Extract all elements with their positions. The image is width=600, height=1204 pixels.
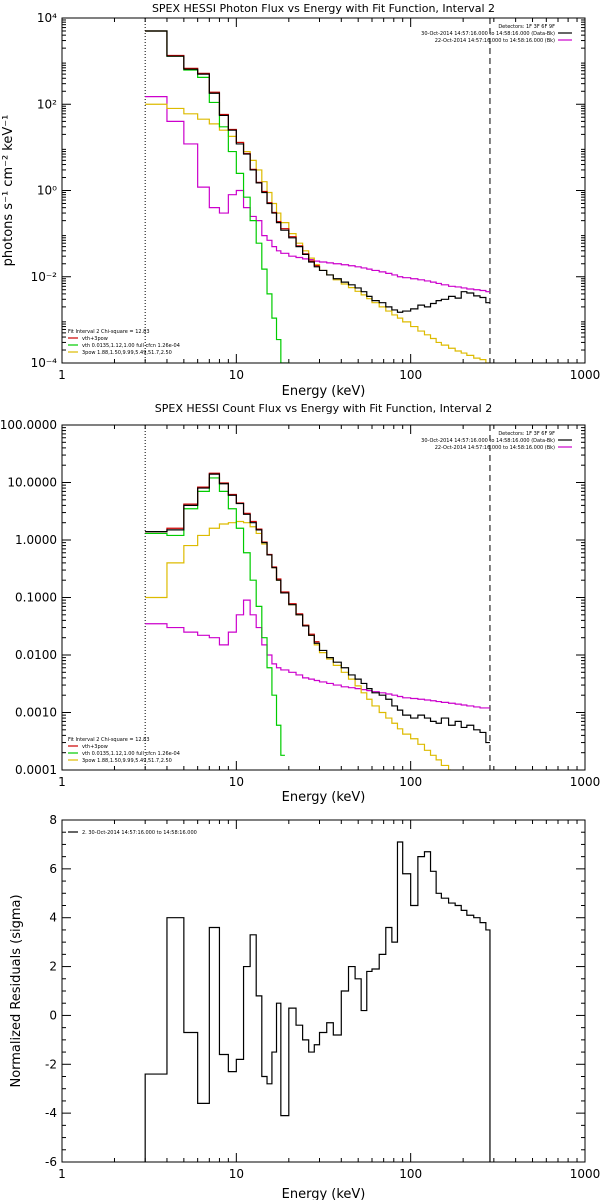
- y-tick-label: 4: [49, 911, 57, 925]
- series-3pow-line: [145, 520, 451, 770]
- y-tick-label: 8: [49, 813, 57, 827]
- series-bk-line: [145, 96, 490, 293]
- top-legend-text: 22-Oct-2014 14:57:16.000 to 14:58:16.000…: [435, 445, 555, 451]
- y-tick-label: 10⁻²: [31, 270, 58, 284]
- residuals-panel: 1 10 100 1000 -6 -4 -2 0 2 4 6 8 Energy (keV) Normali…: [9, 813, 600, 1202]
- series-residuals-line: [144, 841, 491, 1162]
- plot-frame: [61, 17, 586, 364]
- series-data-bk-line: [145, 473, 490, 744]
- plot-frame: [61, 819, 586, 1163]
- y-tick-label: 10⁻⁴: [31, 356, 58, 370]
- fit-legend-text: 3pow 1.88,1.50,9.99,5.49,51.7,2.50: [82, 350, 172, 356]
- y-tick-label: -6: [45, 1155, 57, 1169]
- fit-legend-text: Fit Interval 2 Chi-square = 12.83: [68, 737, 150, 743]
- y-tick-label: 2: [49, 960, 57, 974]
- x-tick-label: 1: [58, 368, 66, 382]
- y-tick-label: 6: [49, 862, 57, 876]
- y-tick-label: 0.0010: [15, 706, 57, 720]
- plot-area: [144, 841, 491, 1162]
- fit-legend-text: vth 0.0135,1.12,1.00 full cfcn 1.26e-04: [82, 751, 180, 757]
- series-bk-line: [145, 599, 490, 709]
- plot-area: [145, 472, 490, 770]
- y-tick-label: -4: [45, 1106, 57, 1120]
- chart-title: SPEX HESSI Count Flux vs Energy with Fit…: [155, 402, 492, 415]
- y-tick-label: 0.1000: [15, 591, 57, 605]
- x-axis-label: Energy (keV): [282, 384, 366, 399]
- y-tick-label: 0: [49, 1008, 57, 1022]
- series-3pow-line: [145, 103, 490, 363]
- top-legend-text: 30-Oct-2014 14:57:16.000 to 14:58:16.000…: [421, 438, 555, 444]
- x-tick-label: 1000: [570, 775, 600, 789]
- plot-area: [145, 30, 490, 363]
- series-data-bk-line: [145, 30, 490, 313]
- series-vth-3pow-line: [145, 472, 320, 643]
- series-vth-line: [145, 477, 285, 756]
- x-axis-label: Energy (keV): [282, 790, 366, 805]
- y-axis-label: Normalized Residuals (sigma): [9, 894, 24, 1087]
- y-tick-label: 10⁴: [37, 11, 57, 25]
- fit-legend-text: vth+3pow: [82, 336, 108, 342]
- y-tick-label: 100.0000: [0, 418, 57, 432]
- fit-legend-text: vth 0.0135,1.12,1.00 full cfcn 1.26e-04: [82, 343, 180, 349]
- y-axis-label: photons s⁻¹ cm⁻² keV⁻¹: [1, 115, 16, 267]
- x-tick-label: 100: [399, 775, 422, 789]
- x-tick-label: 1: [58, 775, 66, 789]
- series-vth-3pow-line: [145, 30, 320, 267]
- y-tick-label: 10²: [37, 97, 57, 111]
- chart-title: SPEX HESSI Photon Flux vs Energy with Fi…: [152, 2, 495, 15]
- top-legend-text: 22-Oct-2014 14:57:16.000 to 14:58:16.000…: [435, 38, 555, 44]
- y-tick-label: 0.0001: [15, 763, 57, 777]
- count-flux-panel: SPEX HESSI Count Flux vs Energy with Fit…: [0, 402, 600, 805]
- fit-legend-text: vth+3pow: [82, 744, 108, 750]
- photon-flux-panel: SPEX HESSI Photon Flux vs Energy with Fi…: [1, 2, 600, 399]
- fit-legend-text: 2. 30-Oct-2014 14:57:16.000 to 14:58:16.…: [82, 830, 197, 836]
- top-legend-text: Detectors: 1F 3F 6F 9F: [498, 24, 555, 30]
- x-tick-label: 1000: [570, 368, 600, 382]
- fit-legend-text: Fit Interval 2 Chi-square = 12.83: [68, 329, 150, 335]
- fit-legend-text: 3pow 1.88,1.50,9.99,5.49,51.7,2.50: [82, 758, 172, 764]
- x-axis-label: Energy (keV): [282, 1187, 366, 1200]
- x-tick-label: 10: [229, 775, 244, 789]
- plot-frame: [61, 424, 586, 771]
- top-legend-text: 30-Oct-2014 14:57:16.000 to 14:58:16.000…: [421, 31, 555, 37]
- x-tick-label: 100: [399, 1167, 422, 1181]
- x-tick-label: 1: [58, 1167, 66, 1181]
- x-tick-label: 10: [229, 368, 244, 382]
- top-legend-text: Detectors: 1F 3F 6F 9F: [498, 431, 555, 437]
- y-tick-label: 0.0100: [15, 648, 57, 662]
- y-tick-label: 10.0000: [7, 476, 57, 490]
- y-tick-label: 1.0000: [15, 533, 57, 547]
- x-tick-label: 10: [229, 1167, 244, 1181]
- x-tick-label: 1000: [570, 1167, 600, 1181]
- y-tick-label: 10⁰: [37, 184, 57, 198]
- x-tick-label: 100: [399, 368, 422, 382]
- y-tick-label: -2: [45, 1057, 57, 1071]
